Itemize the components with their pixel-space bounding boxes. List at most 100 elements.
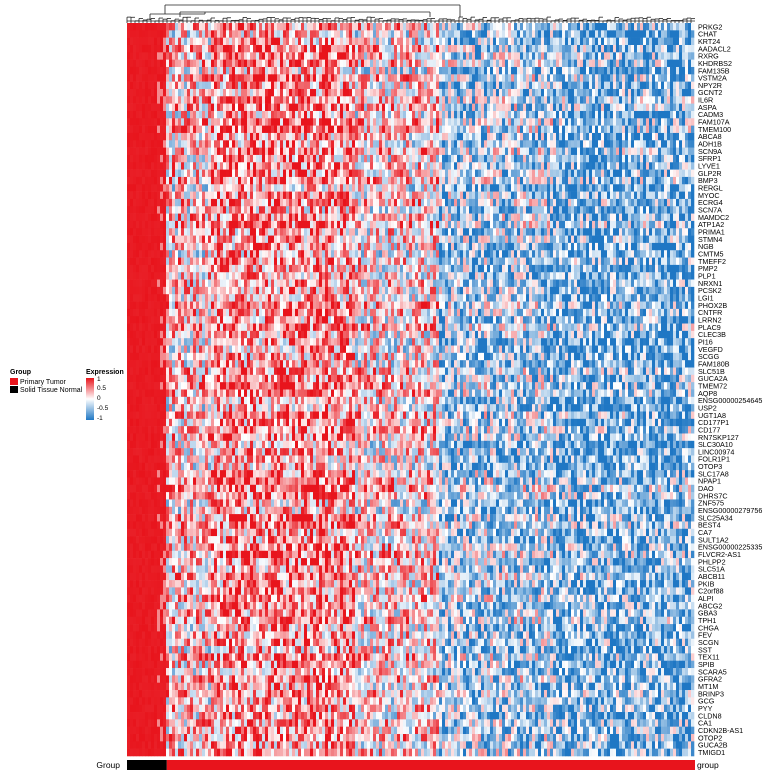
heatmap-cell (265, 44, 269, 53)
heatmap-cell (283, 110, 287, 119)
heatmap-cell (322, 110, 326, 119)
heatmap-cell (502, 110, 506, 119)
heatmap-cell (454, 74, 458, 82)
heatmap-cell (550, 30, 554, 38)
heatmap-cell (655, 169, 659, 178)
heatmap-cell (355, 176, 359, 185)
heatmap-cell (127, 125, 131, 134)
heatmap-cell (556, 103, 560, 112)
heatmap-cell (280, 132, 284, 141)
heatmap-cell (454, 96, 458, 104)
heatmap-cell (397, 37, 401, 46)
heatmap-cell (409, 118, 413, 126)
heatmap-cell (616, 191, 620, 200)
heatmap-cell (643, 23, 647, 31)
heatmap-cell (415, 154, 419, 163)
heatmap-cell (532, 125, 536, 134)
heatmap-cell (592, 191, 596, 200)
heatmap-cell (424, 103, 428, 112)
heatmap-cell (478, 132, 482, 141)
heatmap-cell (583, 169, 587, 178)
heatmap-cell (523, 110, 527, 119)
heatmap-cell (565, 81, 569, 90)
heatmap-cell (343, 103, 347, 112)
heatmap-cell (658, 59, 662, 68)
heatmap-cell (208, 118, 212, 126)
heatmap-cell (202, 118, 206, 126)
heatmap-cell (169, 162, 173, 170)
heatmap-cell (322, 147, 326, 156)
heatmap-cell (328, 103, 332, 112)
heatmap-cell (670, 44, 674, 53)
heatmap-cell (658, 37, 662, 46)
heatmap-cell (442, 118, 446, 126)
heatmap-cell (133, 147, 137, 156)
heatmap-cell (586, 118, 590, 126)
heatmap-cell (415, 147, 419, 156)
heatmap-cell (145, 191, 149, 200)
heatmap-cell (391, 52, 395, 60)
heatmap-cell (310, 74, 314, 82)
heatmap-cell (439, 30, 443, 38)
heatmap-cell (664, 132, 668, 141)
heatmap-cell (361, 198, 365, 207)
heatmap-cell (202, 140, 206, 148)
heatmap-cell (454, 103, 458, 112)
heatmap-cell (550, 66, 554, 75)
heatmap-cell (142, 52, 146, 60)
heatmap-cell (532, 23, 536, 31)
heatmap-cell (517, 23, 521, 31)
heatmap-cell (496, 132, 500, 141)
heatmap-cell (406, 154, 410, 163)
heatmap-cell (160, 191, 164, 200)
heatmap-cell (253, 103, 257, 112)
heatmap-cell (169, 191, 173, 200)
heatmap-cell (241, 30, 245, 38)
heatmap-cell (445, 88, 449, 97)
heatmap-cell (187, 23, 191, 31)
heatmap-cell (256, 52, 260, 60)
heatmap-cell (565, 30, 569, 38)
heatmap-cell (529, 184, 533, 192)
heatmap-cell (424, 118, 428, 126)
heatmap-cell (586, 66, 590, 75)
heatmap-cell (412, 30, 416, 38)
heatmap-cell (295, 23, 299, 31)
heatmap-cell (562, 66, 566, 75)
heatmap-cell (631, 125, 635, 134)
heatmap-cell (592, 52, 596, 60)
heatmap-cell (277, 147, 281, 156)
heatmap-cell (241, 154, 245, 163)
heatmap-cell (286, 176, 290, 185)
heatmap-cell (556, 132, 560, 141)
heatmap-cell (253, 81, 257, 90)
heatmap-cell (670, 125, 674, 134)
heatmap-cell (682, 169, 686, 178)
heatmap-cell (151, 23, 155, 31)
heatmap-cell (178, 191, 182, 200)
heatmap-cell (205, 162, 209, 170)
heatmap-cell (520, 52, 524, 60)
heatmap-cell (229, 132, 233, 141)
heatmap-cell (220, 132, 224, 141)
heatmap-cell (373, 66, 377, 75)
heatmap-cell (175, 66, 179, 75)
heatmap-cell (349, 132, 353, 141)
heatmap-cell (664, 184, 668, 192)
heatmap-cell (160, 162, 164, 170)
heatmap-cell (391, 23, 395, 31)
heatmap-cell (607, 30, 611, 38)
heatmap-cell (487, 191, 491, 200)
heatmap-cell (553, 66, 557, 75)
heatmap-cell (367, 176, 371, 185)
heatmap-cell (346, 176, 350, 185)
heatmap-cell (517, 110, 521, 119)
heatmap-cell (493, 30, 497, 38)
heatmap-cell (679, 37, 683, 46)
heatmap-cell (166, 59, 170, 68)
heatmap-cell (388, 176, 392, 185)
heatmap-cell (220, 140, 224, 148)
heatmap-cell (409, 52, 413, 60)
heatmap-cell (190, 147, 194, 156)
heatmap-cell (391, 176, 395, 185)
